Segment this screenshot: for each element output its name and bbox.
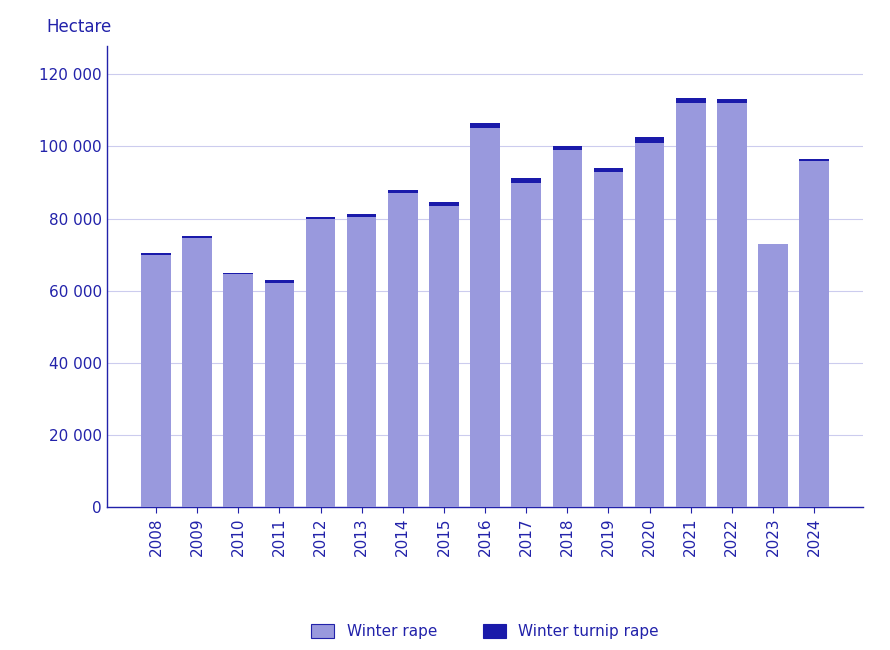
Bar bbox=[264, 280, 295, 283]
Bar bbox=[429, 202, 458, 206]
Bar bbox=[223, 272, 253, 274]
Bar bbox=[142, 253, 171, 255]
Bar bbox=[676, 98, 706, 103]
Bar bbox=[470, 123, 500, 129]
Bar bbox=[553, 146, 582, 150]
Bar bbox=[676, 103, 706, 507]
Bar bbox=[470, 129, 500, 507]
Bar bbox=[635, 137, 665, 143]
Text: Hectare: Hectare bbox=[46, 18, 111, 36]
Bar bbox=[142, 255, 171, 507]
Bar bbox=[182, 239, 212, 507]
Bar bbox=[717, 103, 747, 507]
Bar bbox=[429, 206, 458, 507]
Bar bbox=[305, 218, 336, 507]
Bar bbox=[512, 178, 541, 183]
Bar bbox=[717, 99, 747, 103]
Bar bbox=[223, 274, 253, 507]
Bar bbox=[594, 172, 623, 507]
Bar bbox=[799, 159, 829, 161]
Bar bbox=[594, 168, 623, 172]
Legend: Winter rape, Winter turnip rape: Winter rape, Winter turnip rape bbox=[303, 617, 667, 647]
Bar bbox=[264, 283, 295, 507]
Bar bbox=[347, 216, 376, 507]
Bar bbox=[305, 216, 336, 218]
Bar bbox=[635, 143, 665, 507]
Bar bbox=[758, 244, 788, 507]
Bar bbox=[553, 150, 582, 507]
Bar bbox=[512, 183, 541, 507]
Bar bbox=[388, 193, 417, 507]
Bar bbox=[388, 190, 417, 193]
Bar bbox=[182, 236, 212, 239]
Bar bbox=[347, 214, 376, 216]
Bar bbox=[799, 161, 829, 507]
